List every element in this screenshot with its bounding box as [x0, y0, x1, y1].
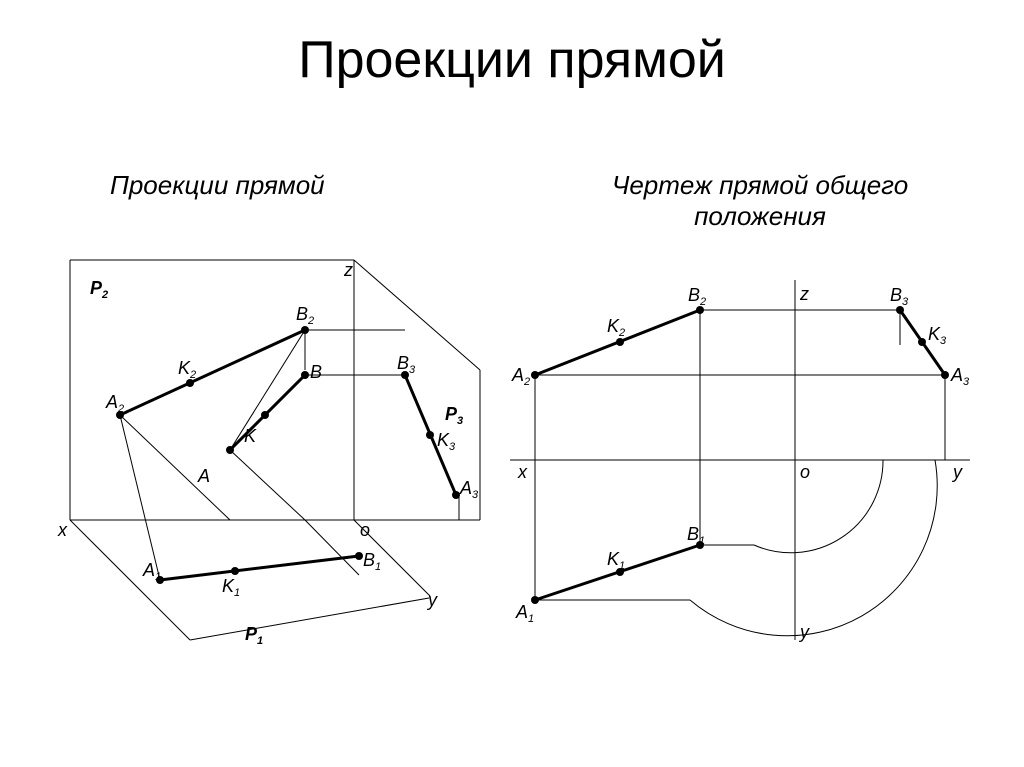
- svg-text:B: B: [310, 362, 322, 382]
- subtitle-left: Проекции прямой: [110, 170, 325, 201]
- svg-text:K2: K2: [607, 316, 625, 339]
- diagram-left: A2K2B2AKBA1K1B1B3K3A3 zxyoP2P3P1: [40, 240, 490, 670]
- svg-text:y: y: [426, 590, 438, 610]
- svg-text:z: z: [343, 260, 353, 280]
- left-axis-labels: zxyoP2P3P1: [57, 260, 463, 647]
- svg-text:B2: B2: [296, 304, 314, 327]
- right-axis-labels: z x y y o: [517, 284, 963, 642]
- subtitle-right-l2: положения: [694, 201, 826, 231]
- diagram-right: A2 K2 B2 A1 K1 B1 B3 K3A3 z x y y o: [490, 260, 990, 680]
- svg-text:A: A: [197, 466, 210, 486]
- svg-text:A1: A1: [515, 602, 534, 625]
- right-arcs: [690, 460, 937, 636]
- svg-text:A2: A2: [511, 365, 530, 388]
- svg-text:P3: P3: [445, 404, 463, 427]
- right-thick-lines: [535, 310, 945, 600]
- svg-text:K1: K1: [222, 576, 240, 599]
- svg-text:x: x: [57, 520, 68, 540]
- svg-text:B3: B3: [890, 285, 909, 308]
- svg-text:P2: P2: [90, 278, 108, 301]
- svg-text:A1: A1: [142, 560, 161, 583]
- svg-text:o: o: [360, 520, 370, 540]
- main-title: Проекции прямой: [0, 30, 1024, 90]
- svg-text:B1: B1: [687, 524, 705, 547]
- svg-text:B2: B2: [688, 285, 706, 308]
- svg-text:A2: A2: [105, 392, 124, 415]
- svg-text:y: y: [951, 462, 963, 482]
- svg-text:K: K: [244, 426, 257, 446]
- svg-text:y: y: [798, 622, 810, 642]
- svg-text:o: o: [800, 462, 810, 482]
- svg-text:A3: A3: [950, 365, 970, 388]
- svg-text:A3: A3: [459, 478, 479, 501]
- subtitle-right-l1: Чертеж прямой общего: [612, 170, 908, 200]
- svg-text:x: x: [517, 462, 528, 482]
- svg-text:B1: B1: [363, 550, 381, 573]
- svg-text:K1: K1: [607, 549, 625, 572]
- svg-text:K2: K2: [178, 358, 196, 381]
- svg-text:K3: K3: [437, 430, 456, 453]
- left-points: A2 K2 B2 A K B A1 K1 B1 B3 K3 A3: [105, 304, 479, 599]
- left-thin-lines: [70, 260, 480, 640]
- svg-text:K3: K3: [928, 324, 947, 347]
- svg-text:B3: B3: [397, 353, 416, 376]
- right-points: A2 K2 B2 A1 K1 B1 B3 K3A3: [511, 285, 970, 625]
- svg-text:z: z: [799, 284, 809, 304]
- subtitle-right: Чертеж прямой общего положения: [560, 170, 960, 232]
